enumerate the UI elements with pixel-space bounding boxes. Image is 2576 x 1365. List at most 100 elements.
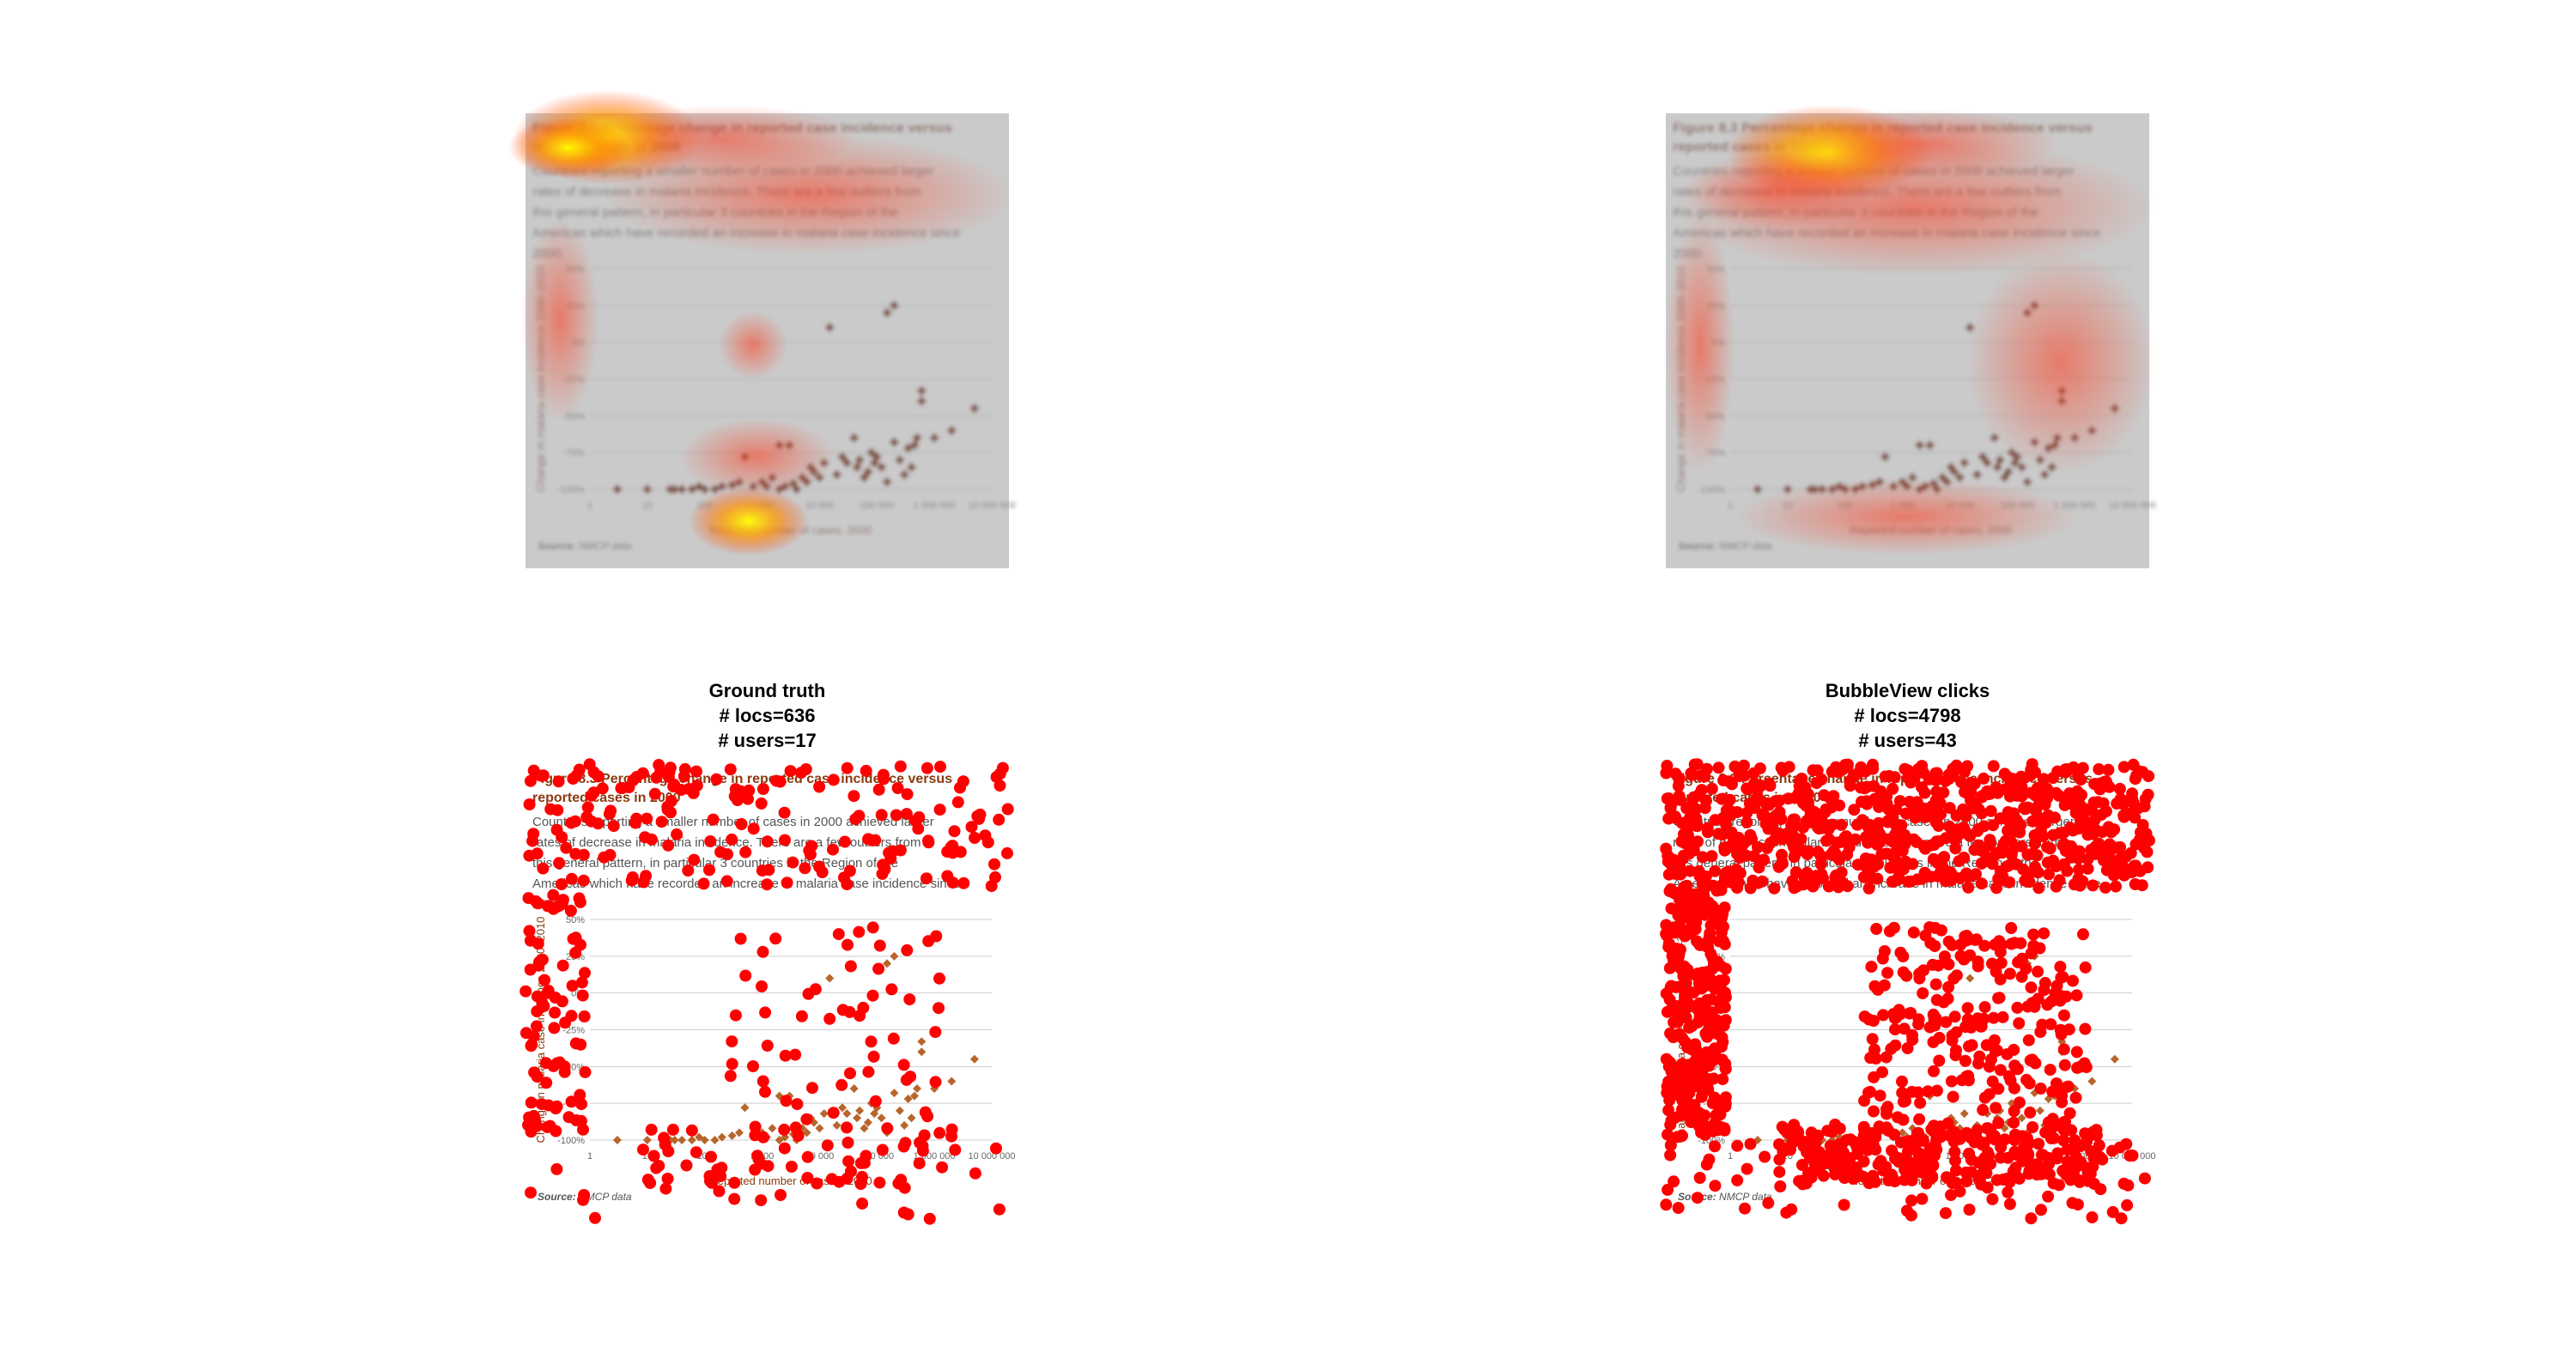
click-marker xyxy=(2079,961,2092,974)
click-marker xyxy=(1800,1177,1813,1190)
click-marker xyxy=(2051,1119,2064,1131)
click-marker xyxy=(1768,882,1781,895)
click-marker xyxy=(704,835,717,847)
click-marker xyxy=(1862,1144,1874,1156)
data-point xyxy=(946,425,957,436)
click-marker xyxy=(1896,845,1909,857)
data-point xyxy=(1995,454,2006,465)
click-marker xyxy=(1961,1002,1974,1015)
click-marker xyxy=(2089,823,2102,836)
data-point xyxy=(882,476,893,488)
click-marker xyxy=(1927,852,1940,865)
click-marker xyxy=(1878,979,1891,992)
click-marker xyxy=(724,763,737,776)
click-marker xyxy=(697,877,710,890)
click-marker xyxy=(1929,921,1941,934)
click-marker xyxy=(1870,923,1883,935)
click-marker xyxy=(1866,1033,1879,1046)
click-marker xyxy=(2066,1143,2079,1156)
click-marker xyxy=(827,1107,840,1119)
click-marker xyxy=(2043,1168,2056,1180)
click-marker xyxy=(536,953,549,966)
click-marker xyxy=(577,1193,589,1206)
click-marker xyxy=(2011,1001,2024,1014)
y-tick-label: -25% xyxy=(562,1026,585,1036)
click-marker xyxy=(1944,1174,1957,1186)
click-marker xyxy=(566,980,579,992)
click-marker xyxy=(894,760,907,773)
source-text: NMCP data xyxy=(579,540,632,552)
click-marker xyxy=(526,834,539,847)
click-marker xyxy=(873,939,886,952)
data-point xyxy=(694,481,705,492)
click-marker xyxy=(551,804,564,816)
click-marker xyxy=(1885,861,1898,874)
data-point xyxy=(1880,452,1891,463)
click-marker xyxy=(531,1071,544,1083)
click-marker xyxy=(1712,761,1725,774)
click-marker xyxy=(1990,882,2003,895)
click-marker xyxy=(993,813,1005,826)
click-marker xyxy=(2054,1023,2067,1036)
click-marker xyxy=(1876,1065,1888,1078)
click-marker xyxy=(1907,833,1920,846)
click-marker xyxy=(1672,1009,1685,1022)
click-marker xyxy=(1724,809,1737,822)
click-marker xyxy=(1672,1202,1685,1214)
click-marker xyxy=(1698,802,1711,815)
click-marker xyxy=(1787,820,1800,833)
click-marker xyxy=(1810,777,1823,790)
panel-title: BubbleView clicks xyxy=(1826,680,1990,701)
click-marker xyxy=(1977,1103,1990,1116)
click-marker xyxy=(1945,1075,1958,1088)
click-marker xyxy=(525,1040,538,1053)
click-marker xyxy=(1669,810,1681,823)
click-marker xyxy=(1896,1087,1909,1099)
click-marker xyxy=(677,770,690,783)
click-marker xyxy=(2003,968,2016,980)
click-marker xyxy=(720,875,733,888)
click-marker xyxy=(1880,1103,1893,1116)
click-marker xyxy=(2110,880,2122,893)
click-marker xyxy=(1672,952,1685,965)
bubbleview-heatmap: Figure 8.3 Percentage change in reported… xyxy=(1666,105,2156,568)
click-marker xyxy=(1709,1140,1721,1153)
click-marker xyxy=(769,932,782,945)
click-marker xyxy=(1890,804,1903,816)
click-marker xyxy=(1848,1136,1861,1149)
click-marker xyxy=(671,828,683,840)
data-point xyxy=(872,452,883,463)
click-marker xyxy=(841,1121,854,1134)
click-marker xyxy=(1709,1045,1722,1057)
click-marker xyxy=(2068,878,2081,891)
data-point xyxy=(912,433,923,444)
click-marker xyxy=(2058,1059,2071,1071)
click-marker xyxy=(1889,1023,1901,1036)
data-point xyxy=(677,1136,687,1144)
click-marker xyxy=(885,983,898,996)
click-marker xyxy=(759,1006,772,1019)
click-marker xyxy=(2061,1156,2074,1168)
click-marker xyxy=(916,1144,929,1157)
click-marker xyxy=(1698,770,1711,783)
click-marker xyxy=(2138,1172,2151,1185)
data-point xyxy=(695,1132,704,1142)
data-point xyxy=(1954,472,1965,483)
click-marker xyxy=(854,1178,867,1190)
click-marker xyxy=(1676,852,1689,865)
data-point xyxy=(1924,440,1935,451)
click-marker xyxy=(1978,772,1990,785)
click-marker xyxy=(2008,1105,2020,1118)
click-marker xyxy=(1962,881,1975,894)
click-marker xyxy=(531,847,544,860)
click-marker xyxy=(1880,1051,1893,1064)
ground-truth-heatmap: Figure 8.3 Percentage change in reported… xyxy=(508,90,1016,568)
data-point xyxy=(687,1136,696,1144)
data-point xyxy=(1898,1128,1907,1138)
click-marker xyxy=(531,1020,543,1033)
click-marker xyxy=(1810,870,1823,883)
click-marker xyxy=(1911,796,1923,809)
click-marker xyxy=(1984,804,1997,817)
click-marker xyxy=(1776,858,1789,870)
click-marker xyxy=(2105,826,2117,839)
